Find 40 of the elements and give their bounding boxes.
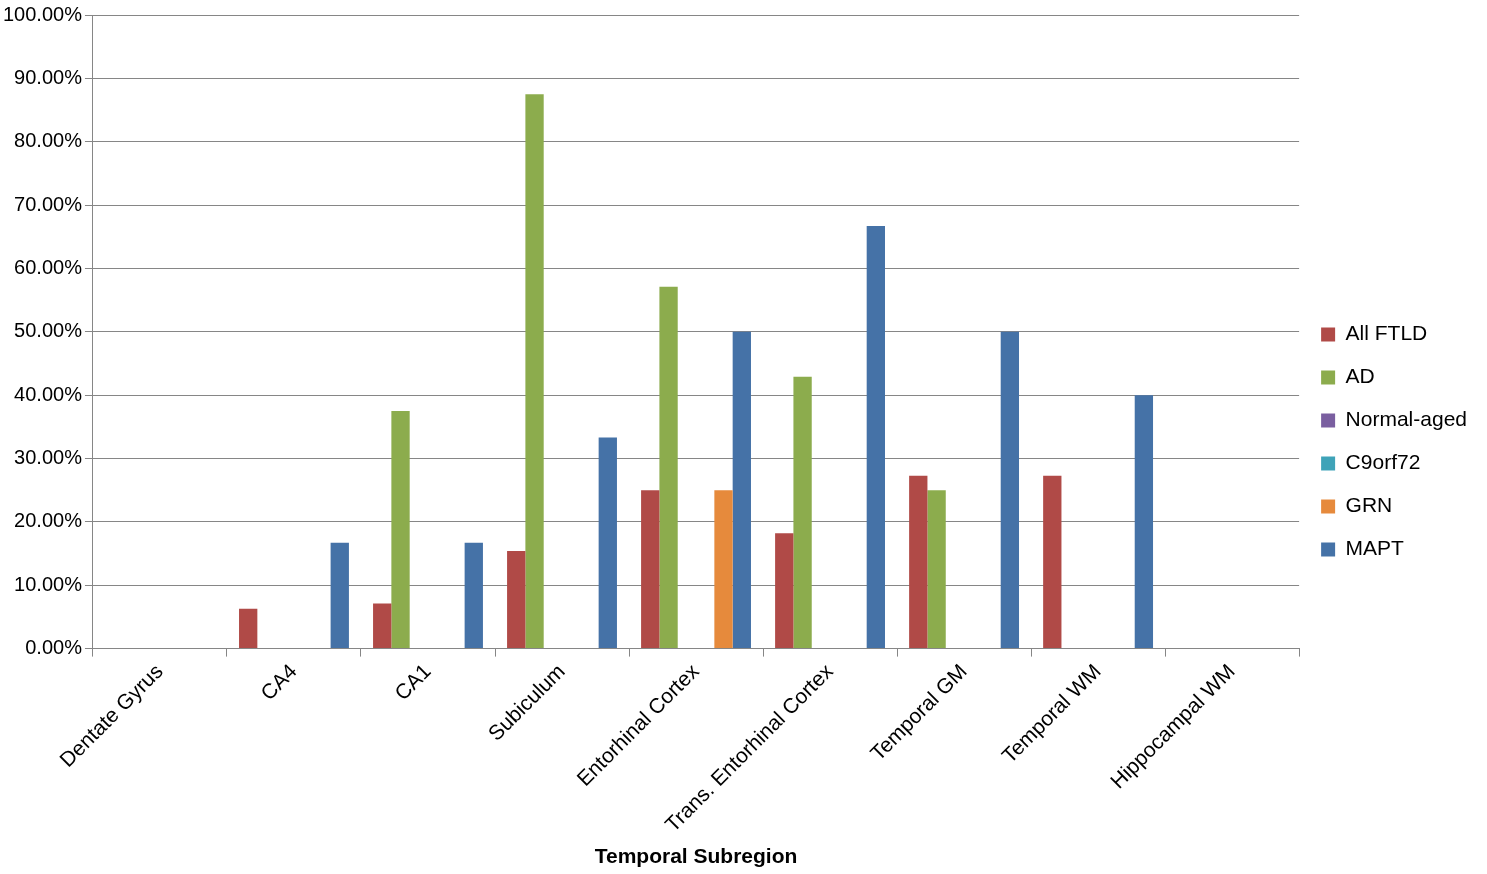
- legend-label: C9orf72: [1345, 450, 1421, 474]
- bar: [732, 331, 751, 649]
- y-tick-label: 30.00%: [14, 446, 83, 469]
- y-tick-label: 50.00%: [14, 319, 83, 342]
- legend-label: Normal-aged: [1345, 407, 1467, 431]
- bar: [1134, 395, 1154, 649]
- y-tick-label: 10.00%: [14, 572, 83, 595]
- y-tick-label: 0.00%: [25, 636, 83, 659]
- bar: [866, 225, 885, 649]
- bar: [1000, 331, 1020, 649]
- bar: [714, 490, 733, 649]
- y-tick-label: 20.00%: [14, 509, 83, 532]
- x-tick-label: CA1: [389, 659, 435, 705]
- y-tick-label: 60.00%: [14, 255, 83, 278]
- bar: [391, 411, 410, 649]
- bar: [1043, 475, 1062, 649]
- x-tick-label: CA4: [255, 658, 302, 705]
- legend-label: AD: [1345, 364, 1375, 388]
- bar: [239, 608, 258, 649]
- legend-label: GRN: [1345, 493, 1393, 517]
- bar: [525, 94, 544, 649]
- bar: [775, 533, 794, 649]
- bar: [373, 603, 392, 649]
- bar: [793, 376, 812, 649]
- x-axis-title: Temporal Subregion: [594, 844, 798, 868]
- y-tick-label: 40.00%: [14, 382, 83, 405]
- y-tick-label: 80.00%: [14, 129, 83, 152]
- bar: [330, 542, 349, 649]
- bar: [641, 490, 660, 649]
- bar: [927, 490, 946, 649]
- legend-label: MAPT: [1345, 536, 1405, 560]
- y-tick-label: 70.00%: [14, 192, 83, 215]
- bar: [909, 475, 928, 649]
- bar: [598, 437, 617, 649]
- y-tick-label: 90.00%: [14, 65, 83, 88]
- bar: [659, 286, 678, 649]
- legend-label: All FTLD: [1345, 321, 1428, 345]
- bar: [464, 542, 483, 649]
- y-tick-label: 100.00%: [2, 2, 83, 25]
- bar: [507, 551, 526, 649]
